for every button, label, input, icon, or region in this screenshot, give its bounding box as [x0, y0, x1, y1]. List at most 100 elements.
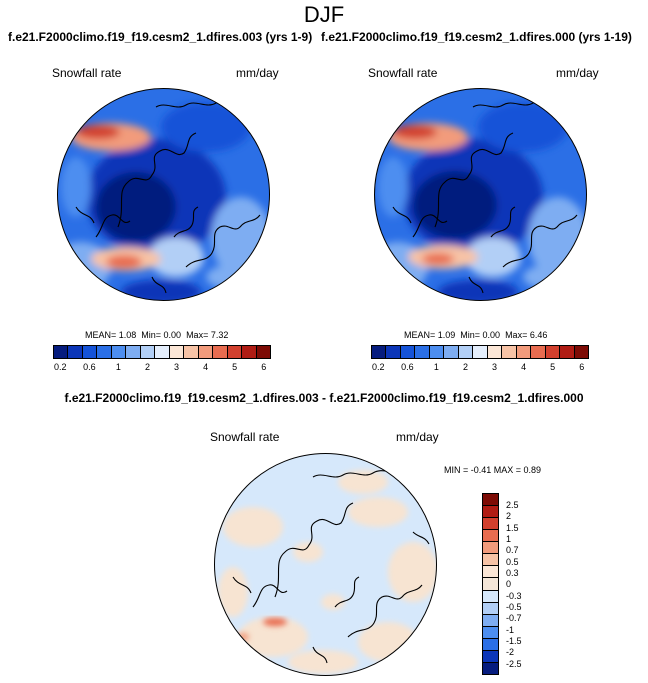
difference-colorbar-tick-label: 0.3: [506, 568, 519, 578]
difference-colorbar-tick-label: -0.7: [506, 613, 522, 624]
difference-colorbar-swatch: [483, 625, 498, 638]
panel-right-colorbar-swatch: [544, 346, 560, 358]
difference-colorbar-swatch: [483, 637, 498, 650]
difference-units: mm/day: [396, 430, 439, 444]
panel-left-map: [57, 88, 270, 301]
panel-left-colorbar-tick-label: 5: [232, 362, 238, 372]
panel-left-colorbar-swatch: [154, 346, 169, 358]
panel-right-colorbar-tick-label: 2: [462, 362, 468, 372]
difference-colorbar-swatch: [483, 577, 498, 590]
panel-left-colorbar-swatch: [197, 346, 213, 358]
difference-colorbar-swatch: [483, 649, 498, 662]
panel-left-colorbar-swatch: [168, 346, 184, 358]
panel-right-colorbar-tick-label: 0.6: [401, 362, 414, 372]
panel-left-colorbar-tick-label: 4: [203, 362, 209, 372]
panel-left-max: Max= 7.32: [186, 330, 229, 340]
panel-right-colorbar-swatch: [515, 346, 531, 358]
panel-right-map: [374, 88, 587, 301]
panel-left-colorbar-swatch: [226, 346, 242, 358]
difference-colorbar-tick-label: 2: [506, 511, 512, 522]
difference-map: [214, 453, 437, 676]
panel-left-colorbar-swatch: [96, 346, 111, 358]
difference-colorbar-tick-label: 0.5: [506, 556, 519, 567]
panel-right-colorbar-swatch: [573, 346, 589, 358]
difference-colorbar-swatch: [483, 601, 498, 614]
panel-right-colorbar-swatch: [414, 346, 429, 358]
panel-left-colorbar-swatch: [241, 346, 256, 358]
difference-colorbar-tick-label: -1.5: [506, 636, 522, 646]
panel-left-colorbar-swatch: [212, 346, 227, 358]
panel-left-mean: MEAN= 1.08: [85, 330, 137, 340]
panel-left-colorbar-tick-label: 3: [174, 362, 180, 372]
difference-colorbar-swatch: [483, 541, 498, 554]
panel-left-variable: Snowfall rate: [52, 66, 122, 80]
panel-left-colorbar-tick-label: 0.2: [54, 362, 67, 372]
difference-colorbar-swatch: [483, 494, 498, 506]
panel-left-colorbar-swatch: [255, 346, 271, 358]
panel-right-colorbar-swatch: [428, 346, 444, 358]
difference-colorbar-swatch: [483, 553, 498, 566]
panel-right-colorbar-swatch: [443, 346, 458, 358]
panel-left-colorbar-swatch: [54, 346, 68, 358]
difference-colorbar-tick-label: -1: [506, 624, 515, 635]
difference-colorbar-tick-label: 1: [506, 534, 512, 544]
panel-left-colorbar-swatch: [81, 346, 97, 358]
difference-colorbar-swatch: [483, 529, 498, 542]
difference-colorbar-tick-label: -2.5: [506, 658, 522, 669]
panel-left-stats: MEAN= 1.08 Min= 0.00 Max= 7.32: [85, 330, 233, 340]
panel-left-colorbar-swatch: [67, 346, 82, 358]
panel-left-title: f.e21.F2000climo.f19_f19.cesm2_1.dfires.…: [8, 30, 313, 44]
panel-left-colorbar-tick-label: 2: [144, 362, 150, 372]
panel-left-colorbar-tick-label: 1: [115, 362, 121, 372]
panel-right-colorbar-swatch: [385, 346, 400, 358]
panel-left-colorbar: [53, 345, 271, 359]
difference-colorbar-tick-label: 0.7: [506, 545, 519, 556]
panel-left-colorbar-tick-label: 0.6: [83, 362, 96, 372]
panel-right-colorbar-swatch: [457, 346, 473, 358]
panel-right-colorbar-tick-label: 4: [521, 362, 527, 372]
panel-right-max: Max= 6.46: [505, 330, 548, 340]
panel-left-units: mm/day: [236, 66, 279, 80]
panel-right-colorbar-swatch: [372, 346, 386, 358]
difference-colorbar-tick-label: 1.5: [506, 522, 519, 533]
panel-left-colorbar-ticks: 0.2 0.6 1 2 3 4 5 6: [53, 362, 271, 374]
difference-colorbar-swatch: [483, 505, 498, 518]
page-title: DJF: [303, 2, 345, 27]
panel-right-colorbar-tick-label: 6: [579, 362, 585, 372]
panel-right-colorbar-swatch: [559, 346, 574, 358]
panel-right-min: Min= 0.00: [460, 330, 501, 340]
panel-right-stats: MEAN= 1.09 Min= 0.00 Max= 6.46: [404, 330, 552, 340]
panel-left-colorbar-tick-label: 6: [261, 362, 267, 372]
difference-stats: MIN = -0.41 MAX = 0.89: [444, 465, 542, 475]
panel-left-colorbar-swatch: [125, 346, 140, 358]
panel-right-mean: MEAN= 1.09: [404, 330, 456, 340]
difference-colorbar-swatch: [483, 661, 498, 674]
panel-right-colorbar-tick-label: 0.2: [372, 362, 385, 372]
panel-right-colorbar-swatch: [501, 346, 516, 358]
panel-right-units: mm/day: [556, 66, 599, 80]
panel-right-colorbar-tick-label: 1: [433, 362, 439, 372]
panel-right-colorbar-tick-label: 5: [550, 362, 556, 372]
panel-left-colorbar-swatch: [139, 346, 155, 358]
difference-colorbar: [482, 493, 499, 675]
panel-left-colorbar-swatch: [110, 346, 126, 358]
panel-right-colorbar-swatch: [472, 346, 487, 358]
panel-right-colorbar-swatch: [486, 346, 502, 358]
difference-colorbar-tick-label: -0.5: [506, 602, 522, 612]
difference-colorbar-swatch: [483, 589, 498, 602]
panel-left-min: Min= 0.00: [141, 330, 182, 340]
panel-right-colorbar-ticks: 0.2 0.6 1 2 3 4 5 6: [371, 362, 589, 374]
panel-right-colorbar-tick-label: 3: [492, 362, 498, 372]
difference-colorbar-swatch: [483, 517, 498, 530]
panel-left-colorbar-swatch: [183, 346, 198, 358]
difference-variable: Snowfall rate: [210, 430, 280, 444]
difference-colorbar-swatch: [483, 613, 498, 626]
difference-colorbar-tick-label: 0: [506, 579, 512, 590]
panel-right-colorbar-swatch: [399, 346, 415, 358]
panel-right-title: f.e21.F2000climo.f19_f19.cesm2_1.dfires.…: [321, 30, 632, 44]
panel-right-variable: Snowfall rate: [368, 66, 438, 80]
difference-colorbar-swatch: [483, 565, 498, 578]
panel-right-colorbar: [371, 345, 589, 359]
difference-colorbar-tick-label: -0.3: [506, 590, 522, 601]
panel-right-colorbar-swatch: [530, 346, 545, 358]
